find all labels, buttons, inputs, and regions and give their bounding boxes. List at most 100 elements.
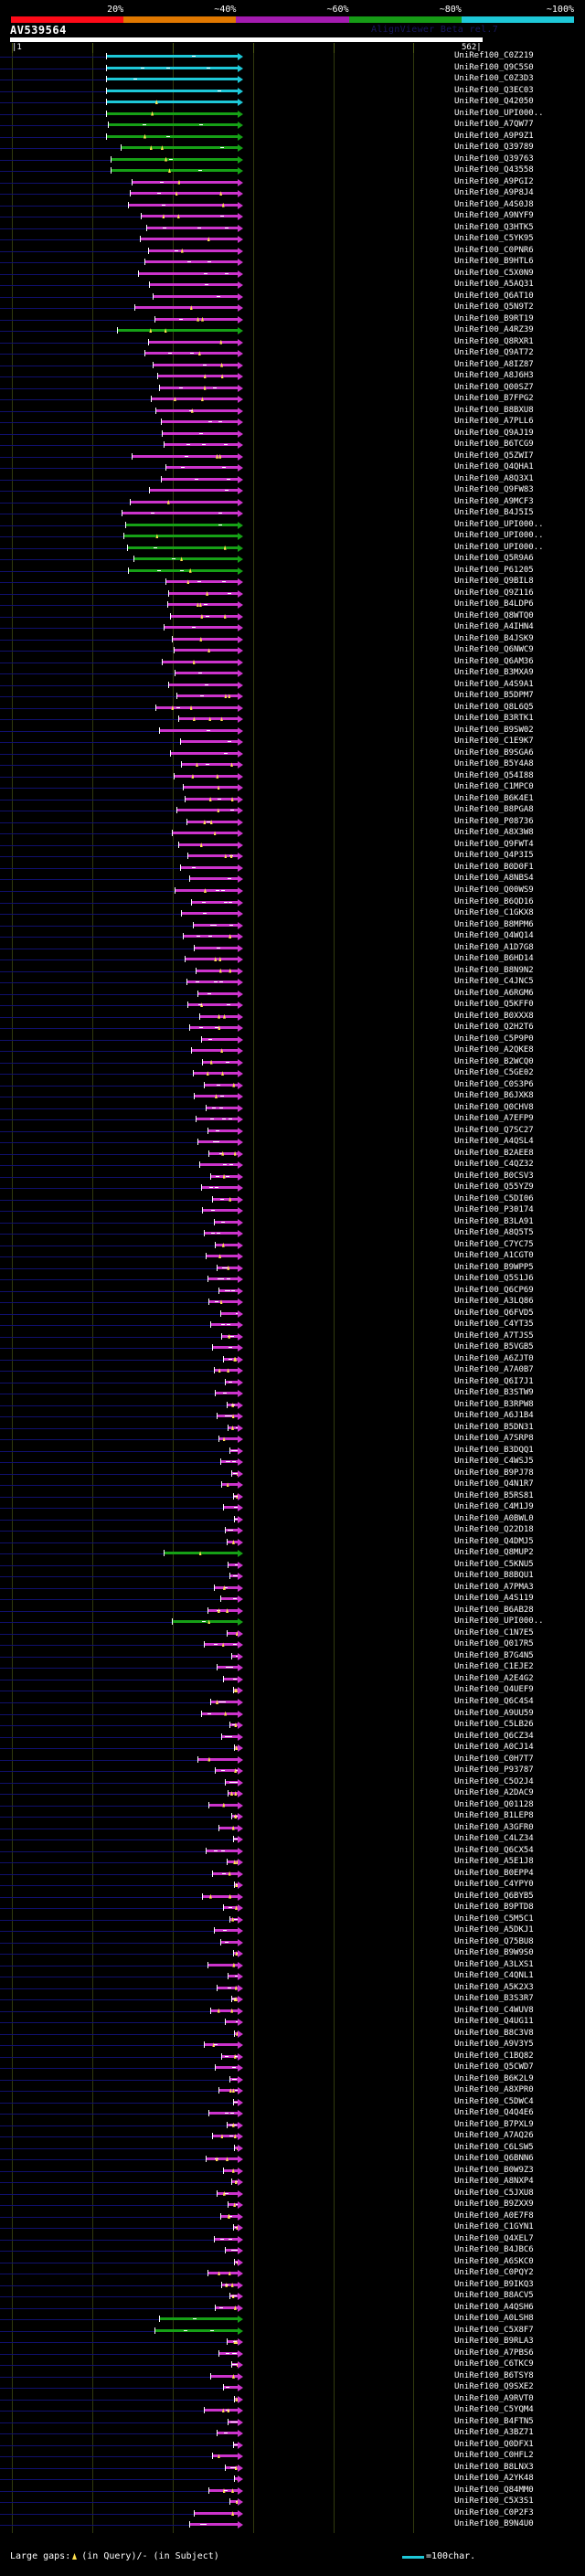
subject-id-label[interactable]: UniRef100_C5JXU8	[454, 2188, 534, 2198]
alignment-row[interactable]: UniRef100_P30174	[0, 1206, 585, 1215]
alignment-row[interactable]: UniRef100_B6K2L9	[0, 2074, 585, 2083]
subject-id-label[interactable]: UniRef100_Q017R5	[454, 1639, 534, 1649]
hsp-bar[interactable]	[154, 317, 238, 321]
subject-id-label[interactable]: UniRef100_A2DAC9	[454, 1788, 534, 1798]
alignment-row[interactable]: UniRef100_A2YK48	[0, 2474, 585, 2484]
subject-id-label[interactable]: UniRef100_C6LSW5	[454, 2142, 534, 2152]
alignment-row[interactable]: UniRef100_A9MCF3	[0, 497, 585, 506]
subject-id-label[interactable]: UniRef100_A5K2X3	[454, 1982, 534, 1992]
subject-id-label[interactable]: UniRef100_B5Y4A8	[454, 759, 534, 769]
subject-id-label[interactable]: UniRef100_C5X8F7	[454, 2325, 534, 2335]
hsp-bar[interactable]	[228, 1563, 238, 1566]
alignment-row[interactable]: UniRef100_Q75BU8	[0, 1937, 585, 1946]
alignment-row[interactable]: UniRef100_B7PXL9	[0, 2120, 585, 2129]
hsp-bar[interactable]	[213, 2237, 238, 2241]
hsp-bar[interactable]	[218, 1826, 238, 1829]
subject-id-label[interactable]: UniRef100_A9RVT0	[454, 2393, 534, 2403]
subject-id-label[interactable]: UniRef100_B9HTL6	[454, 257, 534, 267]
hsp-bar[interactable]	[168, 683, 238, 686]
alignment-row[interactable]: UniRef100_Q6C4S4	[0, 1697, 585, 1706]
subject-id-label[interactable]: UniRef100_A7AQ26	[454, 2131, 534, 2141]
subject-id-label[interactable]: UniRef100_A8X3W8	[454, 828, 534, 838]
subject-id-label[interactable]: UniRef100_A2YK48	[454, 2474, 534, 2484]
subject-id-label[interactable]: UniRef100_C5LB26	[454, 1720, 534, 1729]
subject-id-label[interactable]: UniRef100_Q6CP69	[454, 1285, 534, 1295]
alignment-row[interactable]: UniRef100_B8C3V8	[0, 2029, 585, 2038]
subject-id-label[interactable]: UniRef100_C4WUV8	[454, 2005, 534, 2015]
alignment-row[interactable]: UniRef100_C5X0N9	[0, 269, 585, 278]
subject-id-label[interactable]: UniRef100_Q0DFX1	[454, 2439, 534, 2449]
hsp-bar[interactable]	[217, 1986, 238, 1989]
hsp-bar[interactable]	[166, 603, 238, 607]
alignment-row[interactable]: UniRef100_C0Z3D3	[0, 75, 585, 83]
alignment-row[interactable]: UniRef100_A9PGI2	[0, 177, 585, 186]
alignment-row[interactable]: UniRef100_Q3HTK5	[0, 223, 585, 232]
subject-id-label[interactable]: UniRef100_C1GYN1	[454, 2222, 534, 2232]
hsp-bar[interactable]	[122, 512, 238, 515]
subject-id-label[interactable]: UniRef100_B8ACV5	[454, 2291, 534, 2301]
hsp-bar[interactable]	[226, 1860, 238, 1864]
alignment-row[interactable]: UniRef100_B8PGA8	[0, 806, 585, 815]
subject-id-label[interactable]: UniRef100_Q9BIL8	[454, 577, 534, 587]
subject-id-label[interactable]: UniRef100_Q9SXE2	[454, 2382, 534, 2392]
alignment-row[interactable]: UniRef100_Q9AT72	[0, 348, 585, 358]
hsp-bar[interactable]	[155, 705, 238, 709]
alignment-row[interactable]: UniRef100_Q6CP69	[0, 1285, 585, 1295]
subject-id-label[interactable]: UniRef100_Q3EC03	[454, 85, 534, 95]
alignment-row[interactable]: UniRef100_A7PMA3	[0, 1583, 585, 1592]
subject-id-label[interactable]: UniRef100_C5M5C1	[454, 1913, 534, 1924]
subject-id-label[interactable]: UniRef100_B6QD16	[454, 896, 534, 906]
subject-id-label[interactable]: UniRef100_Q9AJ19	[454, 428, 534, 438]
alignment-row[interactable]: UniRef100_B5RS81	[0, 1491, 585, 1500]
subject-id-label[interactable]: UniRef100_Q4QHA1	[454, 462, 534, 472]
subject-id-label[interactable]: UniRef100_B1LEP8	[454, 1811, 534, 1821]
subject-id-label[interactable]: UniRef100_A9P8J4	[454, 188, 534, 198]
hsp-bar[interactable]	[210, 2009, 238, 2012]
alignment-row[interactable]: UniRef100_B5DPM7	[0, 692, 585, 701]
subject-id-label[interactable]: UniRef100_A7SRP8	[454, 1434, 534, 1444]
hsp-bar[interactable]	[164, 626, 238, 630]
hsp-bar[interactable]	[183, 786, 238, 790]
hsp-bar[interactable]	[184, 797, 238, 800]
hsp-bar[interactable]	[218, 2089, 238, 2093]
subject-id-label[interactable]: UniRef100_Q4DMJ5	[454, 1536, 534, 1546]
subject-id-label[interactable]: UniRef100_Q5KFF0	[454, 1000, 534, 1010]
hsp-bar[interactable]	[207, 1608, 238, 1612]
subject-id-label[interactable]: UniRef100_B2WCQ0	[454, 1056, 534, 1066]
subject-id-label[interactable]: UniRef100_Q00WS9	[454, 885, 534, 895]
subject-id-label[interactable]: UniRef100_P61205	[454, 565, 534, 575]
alignment-row[interactable]: UniRef100_B6TCG9	[0, 440, 585, 450]
subject-id-label[interactable]: UniRef100_B3LA91	[454, 1216, 534, 1226]
subject-id-label[interactable]: UniRef100_A8J6H3	[454, 371, 534, 381]
alignment-row[interactable]: UniRef100_Q6CZ34	[0, 1732, 585, 1741]
alignment-row[interactable]: UniRef100_Q6I7J1	[0, 1377, 585, 1386]
alignment-row[interactable]: UniRef100_Q8WTQ0	[0, 611, 585, 620]
hsp-bar[interactable]	[230, 1815, 238, 1818]
alignment-row[interactable]: UniRef100_A0LSH8	[0, 2315, 585, 2324]
subject-id-label[interactable]: UniRef100_B5DN31	[454, 1422, 534, 1432]
alignment-row[interactable]: UniRef100_A0BWL0	[0, 1514, 585, 1523]
hsp-bar[interactable]	[145, 226, 238, 229]
subject-id-label[interactable]: UniRef100_A3GFR0	[454, 1822, 534, 1832]
alignment-row[interactable]: UniRef100_A9P8J4	[0, 188, 585, 198]
alignment-row[interactable]: UniRef100_C6LSW5	[0, 2142, 585, 2152]
hsp-bar[interactable]	[198, 1014, 238, 1018]
alignment-row[interactable]: UniRef100_B2AEE8	[0, 1149, 585, 1158]
alignment-row[interactable]: UniRef100_C1EJE2	[0, 1663, 585, 1672]
subject-id-label[interactable]: UniRef100_Q9AT72	[454, 348, 534, 358]
subject-id-label[interactable]: UniRef100_Q6BNN6	[454, 2154, 534, 2164]
subject-id-label[interactable]: UniRef100_B3STW9	[454, 1388, 534, 1398]
alignment-row[interactable]: UniRef100_B4LDP6	[0, 600, 585, 610]
alignment-row[interactable]: UniRef100_A9RVT0	[0, 2393, 585, 2403]
subject-id-label[interactable]: UniRef100_UPI000..	[454, 519, 544, 529]
alignment-row[interactable]: UniRef100_UPI000..	[0, 108, 585, 118]
hsp-bar[interactable]	[218, 1437, 238, 1441]
hsp-bar[interactable]	[207, 1963, 238, 1966]
hsp-bar[interactable]	[215, 2066, 238, 2070]
alignment-row[interactable]: UniRef100_Q5S1J6	[0, 1275, 585, 1284]
subject-id-label[interactable]: UniRef100_UPI000..	[454, 108, 544, 118]
alignment-row[interactable]: UniRef100_A1D7G8	[0, 943, 585, 952]
alignment-row[interactable]: UniRef100_B3STW9	[0, 1388, 585, 1398]
subject-id-label[interactable]: UniRef100_C1E9K7	[454, 737, 534, 747]
subject-id-label[interactable]: UniRef100_B3MXA9	[454, 668, 534, 678]
